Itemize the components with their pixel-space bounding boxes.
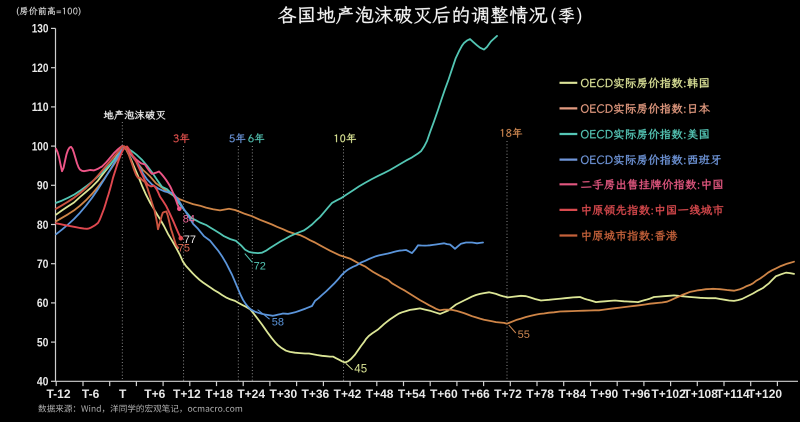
svg-text:45: 45 [354, 363, 367, 375]
svg-text:130: 130 [32, 22, 49, 36]
svg-text:T+66: T+66 [462, 387, 490, 401]
svg-text:T+18: T+18 [205, 387, 233, 401]
svg-text:70: 70 [37, 257, 49, 271]
svg-text:T+96: T+96 [623, 387, 651, 401]
svg-text:T+60: T+60 [430, 387, 458, 401]
svg-text:T+12: T+12 [173, 387, 201, 401]
svg-text:T+120: T+120 [748, 387, 783, 401]
svg-text:T+72: T+72 [494, 387, 522, 401]
svg-text:T+30: T+30 [269, 387, 297, 401]
svg-text:T+42: T+42 [334, 387, 362, 401]
svg-text:T+24: T+24 [237, 387, 265, 401]
svg-text:T+90: T+90 [591, 387, 619, 401]
svg-text:T+102: T+102 [651, 387, 686, 401]
svg-text:T+108: T+108 [684, 387, 719, 401]
svg-text:84: 84 [183, 214, 195, 226]
svg-text:T+48: T+48 [366, 387, 394, 401]
svg-text:50: 50 [37, 335, 49, 349]
svg-text:120: 120 [32, 61, 49, 75]
svg-text:75: 75 [178, 243, 190, 255]
svg-text:T-12: T-12 [46, 387, 70, 401]
svg-text:55: 55 [518, 329, 530, 341]
svg-text:T+36: T+36 [302, 387, 330, 401]
svg-text:58: 58 [272, 317, 284, 329]
svg-text:T+6: T+6 [144, 387, 165, 401]
svg-text:80: 80 [37, 218, 49, 232]
svg-text:77: 77 [184, 234, 196, 246]
svg-text:T-6: T-6 [82, 387, 100, 401]
svg-text:110: 110 [32, 100, 49, 114]
svg-text:90: 90 [37, 179, 49, 193]
svg-text:T+114: T+114 [716, 387, 750, 401]
svg-text:40: 40 [37, 375, 49, 389]
svg-text:100: 100 [32, 139, 49, 153]
svg-text:T+78: T+78 [526, 387, 554, 401]
svg-text:T+54: T+54 [398, 387, 426, 401]
svg-text:T: T [119, 387, 127, 401]
svg-text:72: 72 [254, 261, 266, 273]
svg-text:T+84: T+84 [558, 387, 586, 401]
svg-text:60: 60 [37, 296, 49, 310]
